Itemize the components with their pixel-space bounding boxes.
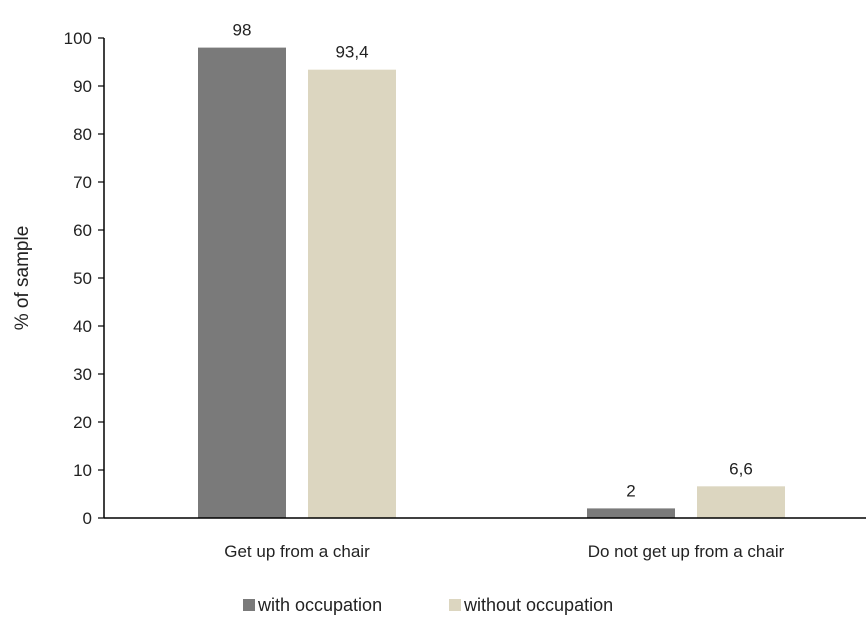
y-tick-label: 100 bbox=[64, 29, 92, 48]
bars bbox=[198, 47, 785, 519]
category-label-1: Get up from a chair bbox=[224, 542, 370, 561]
legend-swatch-2 bbox=[449, 599, 461, 611]
bar-without-occupation-1 bbox=[308, 69, 396, 519]
y-axis-title: % of sample bbox=[12, 226, 33, 331]
legend: with occupation without occupation bbox=[243, 595, 613, 615]
y-tick-label: 40 bbox=[73, 317, 92, 336]
y-tick-label: 0 bbox=[83, 509, 92, 528]
data-label: 2 bbox=[626, 481, 635, 500]
y-tick-label: 80 bbox=[73, 125, 92, 144]
y-tick-label: 20 bbox=[73, 413, 92, 432]
y-tick-label: 30 bbox=[73, 365, 92, 384]
category-label-2: Do not get up from a chair bbox=[588, 542, 785, 561]
bar-with-occupation-2 bbox=[587, 508, 675, 518]
bar-with-occupation-1 bbox=[198, 47, 286, 518]
y-tick-label: 90 bbox=[73, 77, 92, 96]
legend-label-1: with occupation bbox=[257, 595, 382, 615]
legend-swatch-1 bbox=[243, 599, 255, 611]
category-labels: Get up from a chair Do not get up from a … bbox=[224, 542, 784, 561]
y-tick-label: 50 bbox=[73, 269, 92, 288]
data-label: 98 bbox=[233, 21, 252, 40]
y-tick-label: 10 bbox=[73, 461, 92, 480]
bar-without-occupation-2 bbox=[697, 486, 785, 518]
y-tick-label: 60 bbox=[73, 221, 92, 240]
y-tick-label: 70 bbox=[73, 173, 92, 192]
data-label: 6,6 bbox=[729, 459, 753, 478]
y-axis-ticks: 0 10 20 30 40 50 60 70 80 90 100 bbox=[64, 29, 104, 528]
data-label: 93,4 bbox=[335, 43, 368, 62]
data-labels: 98 93,4 2 6,6 bbox=[233, 21, 753, 501]
legend-label-2: without occupation bbox=[463, 595, 613, 615]
